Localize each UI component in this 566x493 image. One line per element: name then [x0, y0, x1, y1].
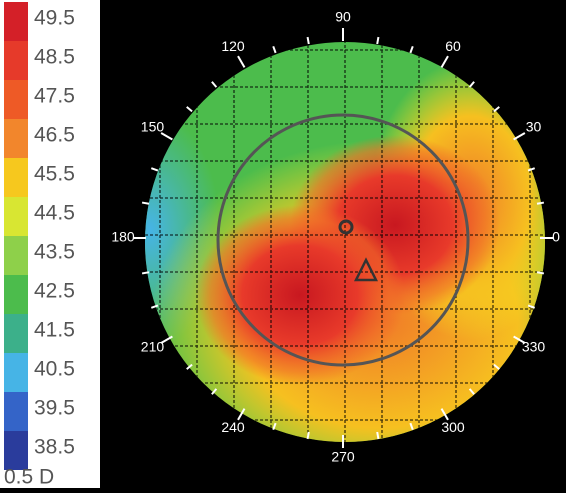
angle-tick — [527, 167, 536, 172]
angle-tick — [536, 271, 545, 275]
angle-tick — [150, 167, 159, 172]
angle-tick — [409, 422, 414, 431]
angle-label: 330 — [522, 339, 546, 355]
scale-label: 48.5 — [34, 46, 75, 69]
angle-tick — [468, 81, 475, 88]
apex-marker — [353, 257, 379, 282]
scale-label: 45.5 — [34, 163, 75, 186]
scale-swatch — [4, 41, 28, 80]
angle-label: 0 — [552, 229, 560, 245]
angle-tick — [211, 81, 218, 88]
scale-label: 40.5 — [34, 358, 75, 381]
scale-swatch — [4, 197, 28, 236]
scale-label: 39.5 — [34, 397, 75, 420]
scale-label: 43.5 — [34, 241, 75, 264]
angle-tick — [141, 271, 150, 275]
angle-tick — [376, 36, 380, 45]
scale-swatch — [4, 119, 28, 158]
angle-tick — [527, 304, 536, 309]
angle-label: 210 — [141, 339, 165, 355]
angle-tick — [513, 132, 526, 141]
mask — [512, 400, 558, 474]
pupil-ring — [216, 113, 470, 367]
scale-swatch — [4, 431, 28, 470]
scale-swatch — [4, 314, 28, 353]
angle-tick — [306, 431, 310, 440]
angle-tick — [160, 132, 173, 141]
angle-tick — [186, 106, 193, 113]
scale-swatch — [4, 392, 28, 431]
scale-swatch — [4, 353, 28, 392]
scale-swatch — [4, 158, 28, 197]
angle-tick — [237, 408, 246, 421]
angle-label: 60 — [445, 38, 461, 54]
angle-label: 120 — [221, 38, 245, 54]
scale-label: 44.5 — [34, 202, 75, 225]
angle-tick — [160, 335, 173, 344]
scale-label: 42.5 — [34, 280, 75, 303]
angle-label: 30 — [526, 119, 542, 135]
angle-tick — [306, 36, 310, 45]
angle-label: 240 — [221, 419, 245, 435]
angle-label: 90 — [335, 9, 351, 25]
scale-swatch — [4, 80, 28, 119]
angle-tick — [493, 363, 500, 370]
angle-tick — [211, 388, 218, 395]
angle-tick — [409, 45, 414, 54]
angle-label: 180 — [111, 229, 135, 245]
angle-tick — [536, 201, 545, 205]
scale-label: 49.5 — [34, 7, 75, 30]
angle-tick — [237, 55, 246, 68]
angle-tick — [513, 335, 526, 344]
angle-tick — [468, 388, 475, 395]
scale-label: 47.5 — [34, 85, 75, 108]
angle-label: 270 — [331, 449, 355, 465]
angle-tick — [440, 408, 449, 421]
scale-label: 41.5 — [34, 319, 75, 342]
scale-label: 38.5 — [34, 436, 75, 459]
angle-tick — [376, 431, 380, 440]
mask — [113, 400, 159, 474]
color-scale: 49.5 48.5 47.5 46.5 45.5 44.5 43.5 42.5 41.5 40.5… — [4, 2, 75, 470]
topography-map — [145, 42, 545, 442]
scale-step: 0.5 D — [4, 466, 54, 488]
scale-label: 46.5 — [34, 124, 75, 147]
angle-label: 300 — [441, 419, 465, 435]
angle-tick — [150, 304, 159, 309]
scale-swatch — [4, 2, 28, 41]
angle-tick — [141, 201, 150, 205]
scale-swatch — [4, 236, 28, 275]
angle-tick — [186, 363, 193, 370]
angle-tick — [440, 55, 449, 68]
angle-label: 150 — [141, 119, 165, 135]
center-marker — [338, 219, 354, 235]
scale-swatch — [4, 275, 28, 314]
angle-tick — [493, 106, 500, 113]
angle-tick — [272, 422, 277, 431]
angle-tick — [272, 45, 277, 54]
